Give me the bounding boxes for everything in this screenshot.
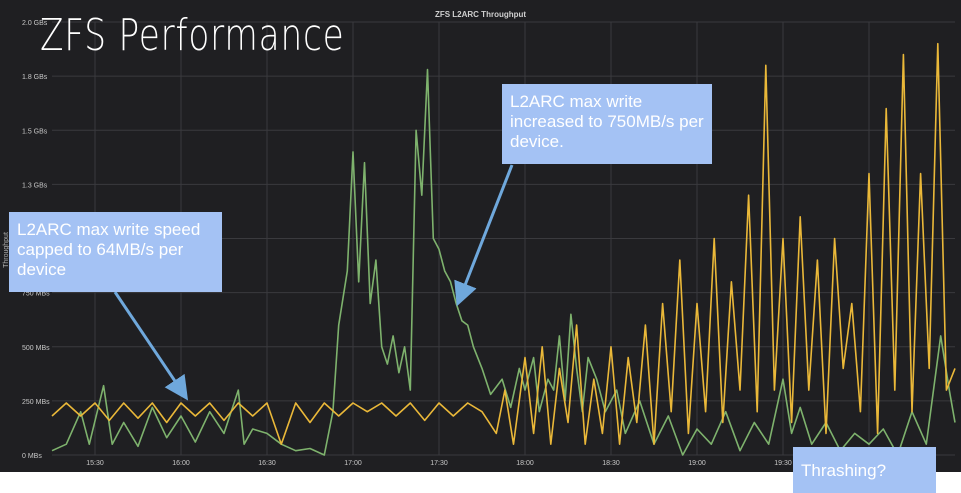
- y-axis-label: Throughput: [3, 232, 10, 268]
- x-tick-label: 18:30: [602, 460, 620, 467]
- slide-title: ZFS Performance: [40, 10, 345, 61]
- y-tick-label: 750 MBs: [22, 291, 50, 298]
- y-tick-label: 0 MBs: [22, 453, 42, 460]
- y-tick-label: 500 MBs: [22, 345, 50, 352]
- callout-thrashing: Thrashing?: [793, 447, 936, 493]
- y-tick-label: 1.3 GBs: [22, 182, 48, 189]
- x-tick-label: 17:00: [344, 460, 362, 467]
- series-line-yellow: [51, 42, 956, 446]
- y-tick-label: 2.0 GBs: [22, 20, 48, 27]
- y-tick-label: 1.8 GBs: [22, 74, 48, 81]
- chart-title: ZFS L2ARC Throughput: [434, 10, 527, 19]
- x-tick-label: 16:00: [172, 460, 190, 467]
- x-tick-label: 19:00: [688, 460, 706, 467]
- x-tick-label: 19:30: [774, 460, 792, 467]
- x-tick-label: 16:30: [258, 460, 276, 467]
- x-tick-label: 15:30: [86, 460, 104, 467]
- x-tick-label: 17:30: [430, 460, 448, 467]
- callout-capped: L2ARC max write speed capped to 64MB/s p…: [9, 212, 222, 292]
- x-tick-label: 18:00: [516, 460, 534, 467]
- series-line-green: [51, 68, 956, 456]
- y-tick-label: 250 MBs: [22, 399, 50, 406]
- y-tick-label: 1.5 GBs: [22, 128, 48, 135]
- arrow-increased: [454, 164, 514, 307]
- arrow-capped: [113, 291, 189, 401]
- callout-increased: L2ARC max write increased to 750MB/s per…: [502, 84, 712, 164]
